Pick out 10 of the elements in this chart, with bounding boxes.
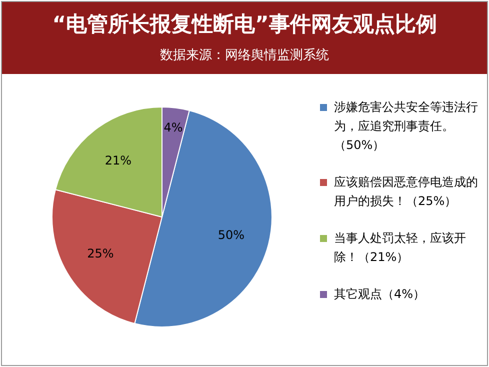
legend-label: 当事人处罚太轻，应该开除！（21%） (333, 230, 467, 266)
legend-label: 应该赔偿因恶意停电造成的用户的损失！（25%） (333, 174, 479, 210)
data-label: 25% (87, 246, 114, 260)
data-label: 50% (218, 228, 245, 242)
chart-subtitle: 数据来源：网络舆情监测系统 (159, 47, 330, 64)
data-label: 21% (104, 154, 132, 168)
data-label: 4% (164, 120, 183, 135)
chart-title: “电管所长报复性断电”事件网友观点比例 (51, 11, 438, 38)
legend-label: 涉嫌危害公共安全等违法行为，应追究刑事责任。（50%） (333, 99, 479, 154)
legend-label: 其它观点（4%） (333, 286, 426, 303)
